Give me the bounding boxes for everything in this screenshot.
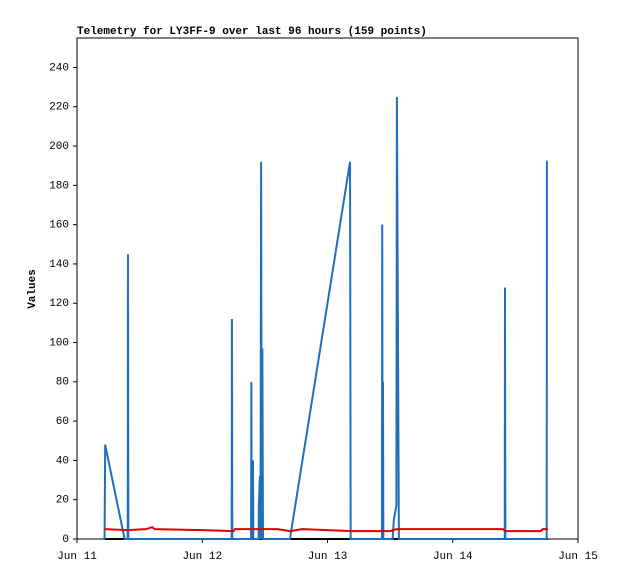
- y-tick-label: 20: [56, 495, 69, 507]
- x-tick-label: Jun 15: [558, 551, 598, 563]
- x-tick-label: Jun 14: [433, 551, 473, 563]
- chart-title: Telemetry for LY3FF-9 over last 96 hours…: [77, 26, 427, 38]
- y-tick-label: 40: [56, 455, 69, 467]
- y-tick-label: 160: [49, 220, 69, 232]
- y-tick-label: 100: [49, 337, 69, 349]
- y-tick-label: 220: [49, 102, 69, 114]
- series-line: [104, 526, 548, 533]
- y-tick-label: 60: [56, 416, 69, 428]
- y-tick-label: 0: [62, 534, 69, 546]
- y-tick-label: 240: [49, 62, 69, 74]
- series-line: [103, 96, 548, 540]
- y-tick-label: 180: [49, 180, 69, 192]
- y-tick-label: 140: [49, 259, 69, 271]
- y-tick-label: 80: [56, 377, 69, 389]
- y-tick-label: 200: [49, 141, 69, 153]
- y-tick-label: 120: [49, 298, 69, 310]
- x-tick-label: Jun 11: [57, 551, 97, 563]
- y-axis-label: Values: [27, 269, 39, 309]
- x-tick-label: Jun 12: [182, 551, 222, 563]
- x-tick-label: Jun 13: [308, 551, 348, 563]
